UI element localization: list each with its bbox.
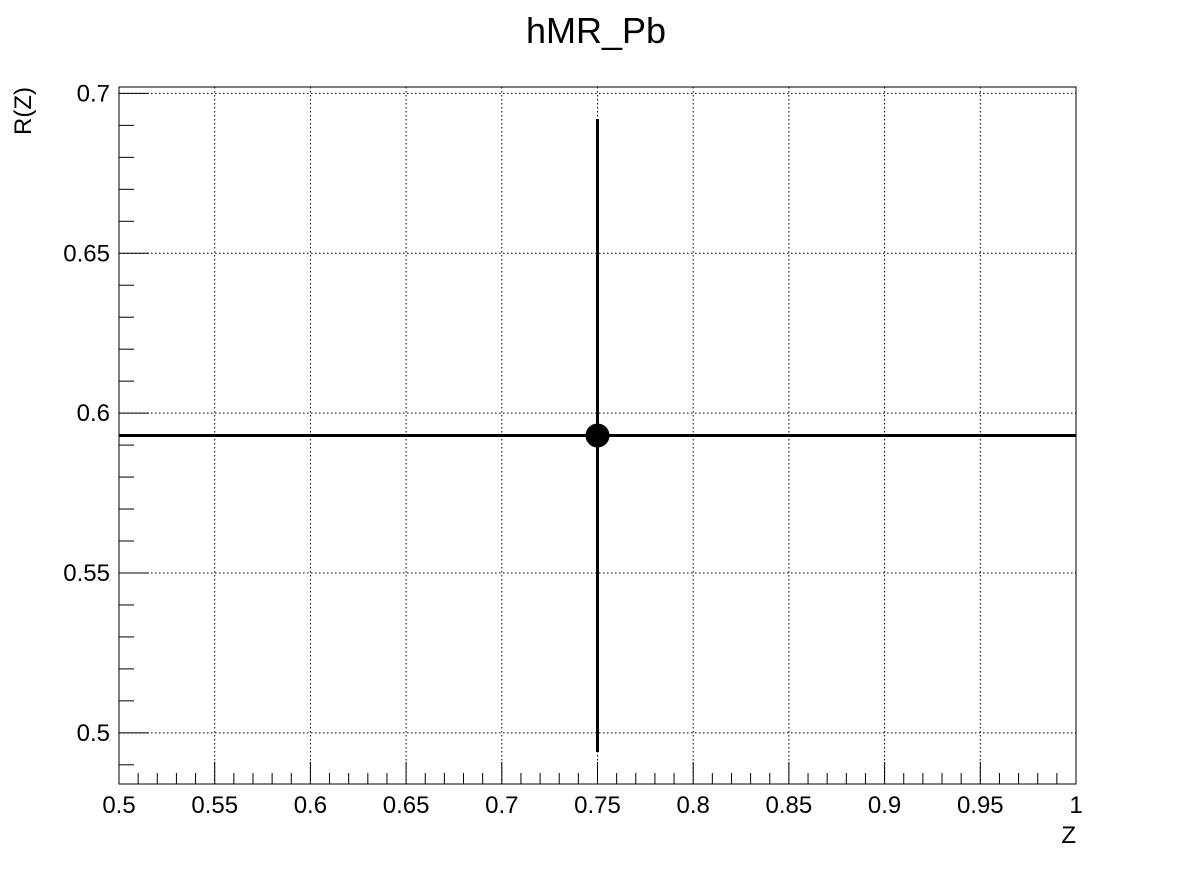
y-tick-labels: 0.5 0.55 0.6 0.65 0.7 [63,80,110,746]
x-tick-label: 1 [1069,792,1082,819]
data-series [119,118,1076,753]
chart-title: hMR_Pb [526,10,666,51]
x-tick-label: 0.5 [102,792,135,819]
y-tick-label: 0.65 [63,240,110,267]
x-tick-label: 0.8 [677,792,710,819]
y-tick-label: 0.55 [63,560,110,587]
x-tick-label: 0.85 [766,792,813,819]
y-tick-label: 0.7 [77,80,110,107]
plot-frame [118,86,1077,785]
x-tick-label: 0.75 [574,792,621,819]
x-tick-label: 0.55 [191,792,238,819]
x-axis-title: Z [1061,822,1076,849]
y-tick-label: 0.5 [77,720,110,747]
x-tick-label: 0.95 [957,792,1004,819]
x-tick-label: 0.7 [485,792,518,819]
x-tick-label: 0.6 [294,792,327,819]
y-tick-label: 0.6 [77,400,110,427]
data-point [585,423,610,448]
x-tick-label: 0.9 [868,792,901,819]
y-axis-title: R(Z) [10,87,37,135]
x-tick-labels: 0.5 0.55 0.6 0.65 0.7 0.75 0.8 0.85 0.9 0.95 1 [102,792,1082,819]
x-tick-label: 0.65 [383,792,430,819]
